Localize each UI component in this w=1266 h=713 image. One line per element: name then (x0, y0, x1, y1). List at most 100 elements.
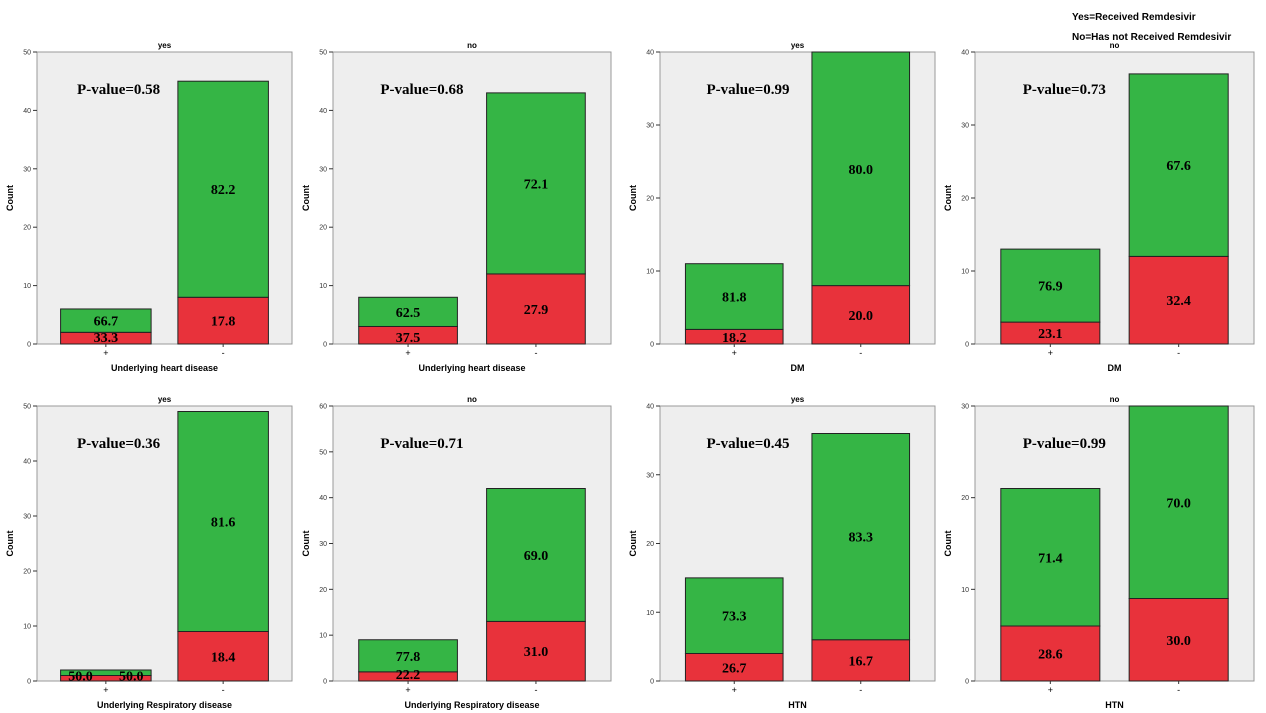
y-tick-label: 30 (961, 123, 969, 130)
bar-segment-not-received (1128, 255, 1229, 345)
bar-segment-received (358, 639, 458, 673)
data-label-not-received: 22.2 (396, 668, 421, 683)
p-value-label: P-value=0.99 (1023, 436, 1106, 452)
y-tick-label: 40 (23, 108, 31, 115)
x-tick-label: + (1048, 348, 1053, 358)
data-label-not-received: 33.3 (94, 331, 119, 346)
y-tick-label: 0 (27, 342, 31, 349)
y-tick-label: 10 (961, 587, 969, 594)
y-tick-label: 0 (27, 679, 31, 686)
legend-note-no: No=Has not Received Remdesivir (1072, 32, 1232, 43)
data-label-received: 69.0 (524, 549, 549, 564)
bar-segment-received (486, 92, 586, 275)
bar-segment-received (684, 577, 784, 654)
legend-note-yes: Yes=Received Remdesivir (1072, 12, 1196, 23)
x-tick-label: - (1177, 685, 1180, 695)
y-axis-label: Count (301, 531, 311, 557)
data-label-not-received: 27.9 (524, 303, 549, 318)
x-axis-label: Underlying heart disease (418, 363, 525, 373)
y-tick-label: 10 (23, 624, 31, 631)
x-tick-label: + (103, 685, 108, 695)
p-value-label: P-value=0.99 (706, 82, 789, 98)
y-tick-label: 0 (965, 342, 969, 349)
chart-panel-8: no 0 10 20 30 Count 28.6 71.4 +30.0 70.0 - P-value=… (943, 395, 1255, 710)
bar-segment-received (177, 80, 269, 298)
data-label-not-received: 26.7 (722, 661, 747, 676)
bar-segment-not-received (811, 639, 911, 682)
p-value-label: P-value=0.73 (1023, 82, 1106, 98)
y-tick-label: 40 (961, 50, 969, 57)
y-axis-label: Count (5, 531, 15, 557)
y-tick-label: 0 (650, 342, 654, 349)
x-tick-label: + (405, 348, 410, 358)
y-tick-label: 10 (23, 283, 31, 290)
y-tick-label: 40 (23, 459, 31, 466)
bar-segment-not-received (177, 296, 269, 345)
bar-segment-not-received (684, 653, 784, 682)
y-tick-label: 10 (646, 269, 654, 276)
data-label-received: 71.4 (1038, 551, 1063, 566)
y-tick-label: 10 (319, 633, 327, 640)
y-tick-label: 10 (646, 610, 654, 617)
y-tick-label: 30 (646, 472, 654, 479)
y-tick-label: 30 (319, 541, 327, 548)
panel-title: no (467, 395, 477, 404)
chart-panel-2: no 0 10 20 30 40 50 Count 37.5 62.5 +27.9 72.1 - P-va… (301, 41, 612, 373)
bar-segment-received (811, 51, 911, 287)
chart-panel-7: yes 0 10 20 30 40 Count 26.7 73.3 +16.7 83.3 - P-val… (628, 395, 936, 710)
y-axis-label: Count (628, 531, 638, 557)
panel-title: yes (791, 41, 805, 50)
p-value-label: P-value=0.71 (380, 436, 463, 452)
panel-title: no (1110, 395, 1120, 404)
y-tick-label: 20 (319, 225, 327, 232)
y-tick-label: 50 (23, 50, 31, 57)
chart-panel-3: yes 0 10 20 30 40 Count 18.2 81.8 +20.0 80.0 - P-val… (628, 41, 936, 373)
x-tick-label: + (103, 348, 108, 358)
legend-notes: Yes=Received Remdesivir No=Has not Recei… (1072, 8, 1262, 48)
x-tick-label: - (222, 348, 225, 358)
bar-segment-received (486, 488, 586, 622)
y-tick-label: 20 (646, 196, 654, 203)
data-label-not-received: 16.7 (849, 654, 874, 669)
data-label-received: 82.2 (211, 183, 236, 198)
y-tick-label: 10 (961, 269, 969, 276)
y-axis-label: Count (301, 185, 311, 211)
x-tick-label: - (534, 348, 537, 358)
bar-segment-received (60, 308, 152, 333)
data-label-received: 72.1 (524, 177, 549, 192)
y-tick-label: 40 (646, 50, 654, 57)
y-tick-label: 20 (961, 196, 969, 203)
x-tick-label: + (732, 685, 737, 695)
data-label-not-received: 18.4 (211, 650, 236, 665)
data-label-not-received: 50.0 (68, 670, 93, 685)
data-label-not-received: 18.2 (722, 331, 747, 346)
x-axis-label: Underlying Respiratory disease (97, 700, 232, 710)
bar-segment-not-received (811, 285, 911, 345)
bar-segment-received (60, 669, 152, 676)
y-tick-label: 50 (319, 449, 327, 456)
y-tick-label: 0 (965, 679, 969, 686)
y-tick-label: 40 (646, 404, 654, 411)
y-tick-label: 20 (319, 587, 327, 594)
bar-segment-received (1000, 248, 1101, 323)
y-tick-label: 30 (646, 123, 654, 130)
chart-panel-5: yes 0 10 20 30 40 50 Count 50.0 50.0 +18.4 81.6 - P-v… (5, 395, 293, 710)
panel-title: yes (158, 41, 172, 50)
y-axis-label: Count (628, 185, 638, 211)
y-tick-label: 20 (23, 569, 31, 576)
data-label-not-received: 37.5 (396, 331, 421, 346)
y-tick-label: 0 (323, 679, 327, 686)
y-tick-label: 0 (650, 679, 654, 686)
panel-title: no (1110, 41, 1120, 50)
x-tick-label: - (222, 685, 225, 695)
x-axis-label: DM (791, 363, 805, 373)
panel-title: yes (158, 395, 172, 404)
data-label-received: 66.7 (94, 315, 119, 330)
data-label-not-received: 31.0 (524, 645, 549, 660)
bar-segment-received (1128, 73, 1229, 257)
y-tick-label: 50 (23, 404, 31, 411)
y-tick-label: 30 (23, 166, 31, 173)
bar-segment-not-received (177, 631, 269, 682)
panel-title: no (467, 41, 477, 50)
